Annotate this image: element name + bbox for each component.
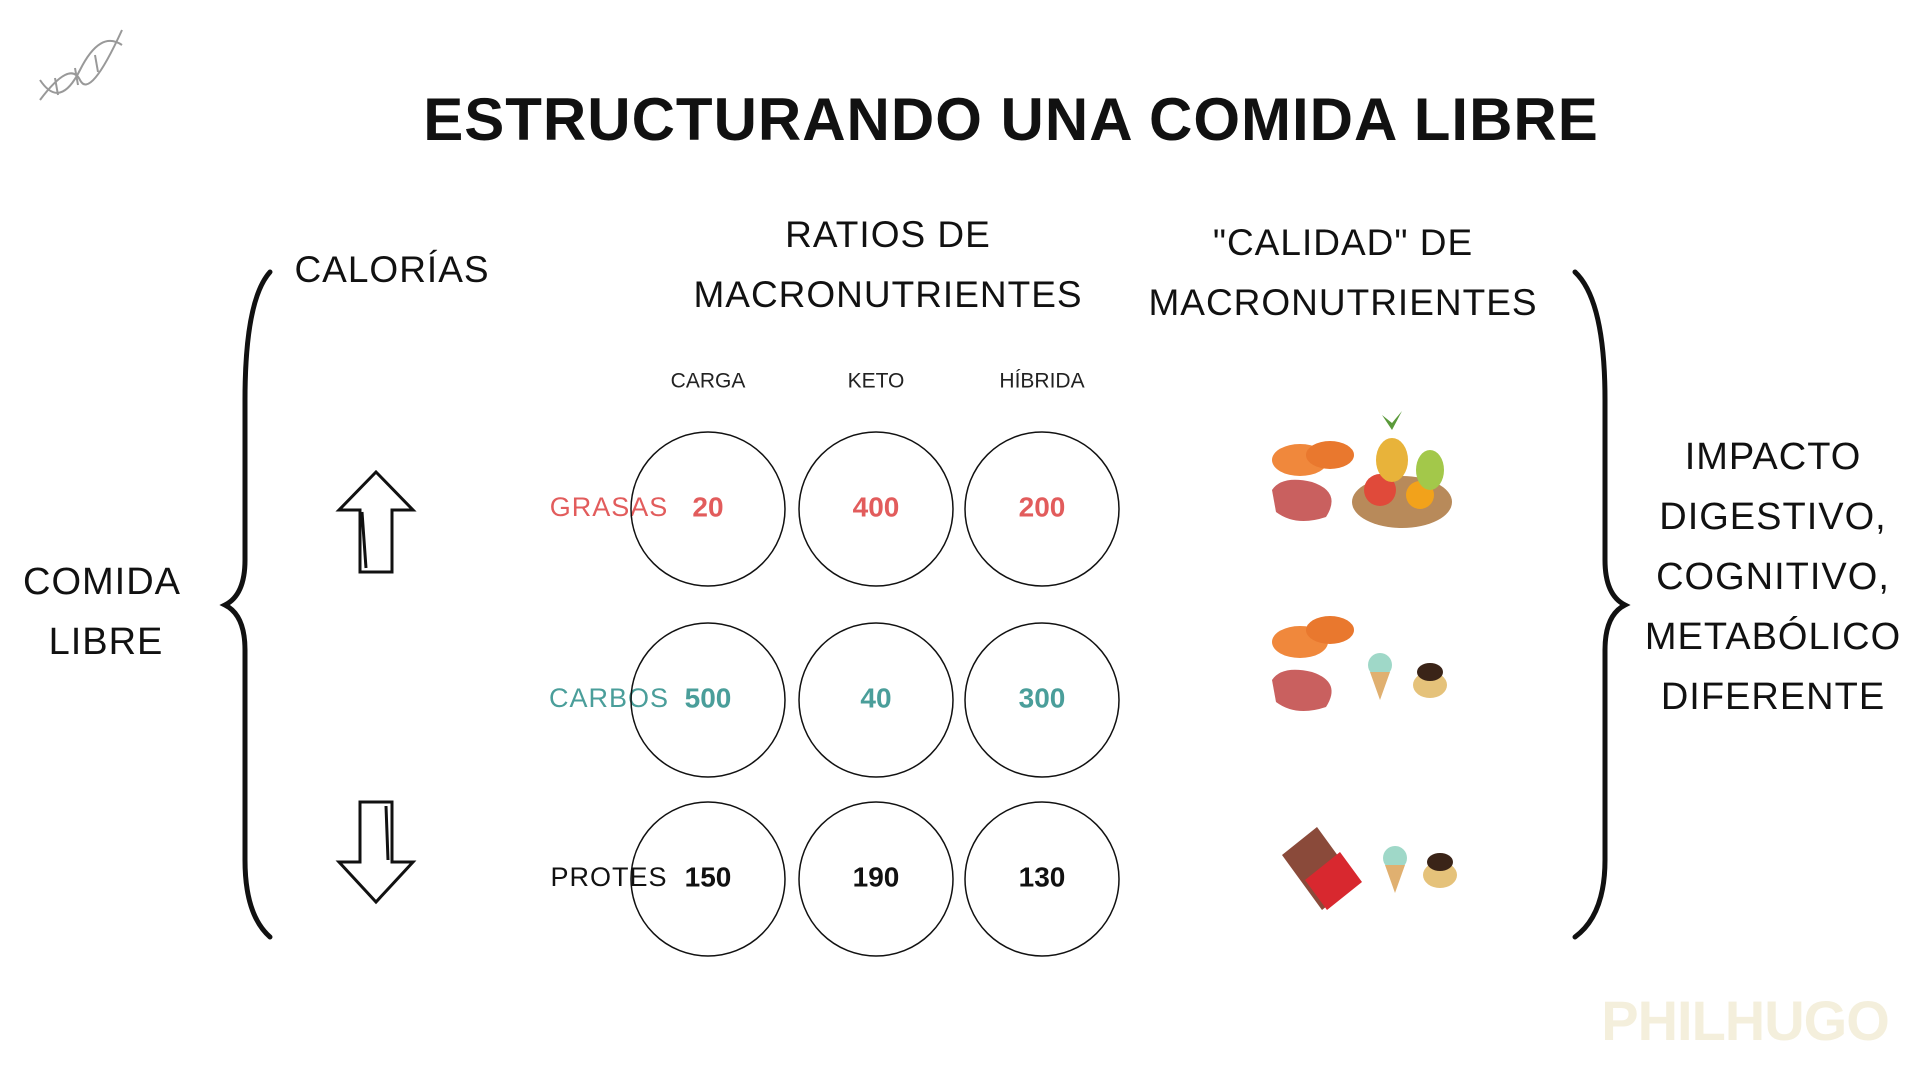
column-label: HÍBRIDA [999,370,1084,393]
value: 200 [1019,491,1066,522]
impact-text: IMPACTO DIGESTIVO, COGNITIVO, METABÓLICO DIF… [1645,436,1901,718]
value: 150 [685,861,732,892]
title: ESTRUCTURANDO UNA COMIDA LIBRE [423,86,1599,153]
dna-icon [39,29,123,101]
quality-header: "CALIDAD" DE [1213,222,1473,263]
impact-line: IMPACTO [1685,436,1862,478]
left-label: LIBRE [49,621,164,663]
value-circle [630,801,786,957]
value: 130 [1019,861,1066,892]
value: 40 [860,682,891,713]
value-circle [798,431,954,587]
value: 190 [853,861,900,892]
value-circle [964,622,1120,778]
row-label: PROTES [550,862,667,892]
calories-header: CALORÍAS [294,249,489,290]
left-brace [219,269,273,940]
ratios-header: RATIOS DE [785,214,991,255]
value-circle [964,801,1120,957]
value: 20 [692,491,723,522]
impact-line: METABÓLICO [1645,615,1901,658]
row-label: CARBOS [549,683,669,713]
ratios-header: MACRONUTRIENTES [693,274,1082,315]
impact-line: COGNITIVO, [1656,556,1890,598]
value: 300 [1019,682,1066,713]
left-label: COMIDA [23,561,181,603]
value-circle [798,801,954,957]
column-label: KETO [848,370,905,393]
food-row-3 [1282,827,1457,910]
value-circle [630,622,786,778]
value: 500 [685,682,732,713]
value-circle [798,622,954,778]
food-row-2 [1272,616,1447,711]
right-brace [1572,269,1631,940]
value-circle [964,431,1120,587]
column-label: CARGA [671,370,746,393]
row-label: GRASAS [550,492,669,522]
quality-header: MACRONUTRIENTES [1148,282,1537,323]
arrow-up [335,469,417,574]
impact-line: DIGESTIVO, [1659,496,1886,538]
value: 400 [853,491,900,522]
value-circle [630,431,786,587]
ratios-table: CARGA KETO HÍBRIDA GRASAS 20 400 200 CARBOS 500 4… [549,370,1120,957]
food-row-1 [1272,411,1452,528]
watermark: PHILHUGO [1601,989,1889,1052]
impact-line: DIFERENTE [1661,676,1885,718]
arrow-down [335,800,417,905]
